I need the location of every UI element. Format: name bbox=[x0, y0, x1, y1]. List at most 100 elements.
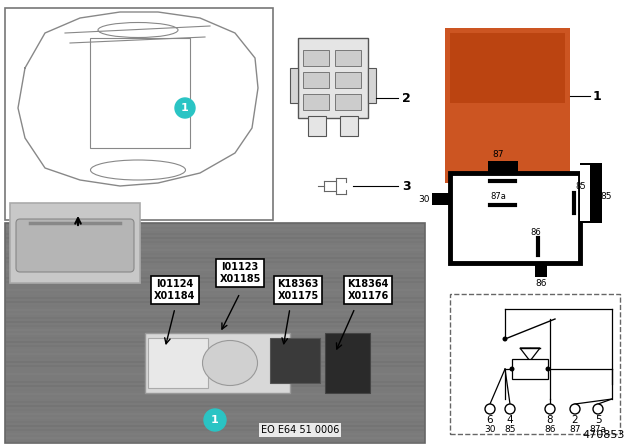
Bar bbox=[6, 305, 424, 307]
Bar bbox=[303, 72, 329, 88]
Circle shape bbox=[505, 404, 515, 414]
Bar bbox=[6, 233, 424, 235]
Bar bbox=[6, 357, 424, 359]
Bar bbox=[6, 353, 424, 355]
Bar bbox=[6, 225, 424, 227]
Bar bbox=[6, 261, 424, 263]
Ellipse shape bbox=[202, 340, 257, 385]
Bar bbox=[6, 249, 424, 251]
Bar bbox=[6, 325, 424, 327]
Bar bbox=[6, 269, 424, 271]
Text: K18364
X01176: K18364 X01176 bbox=[348, 279, 388, 301]
Text: 4: 4 bbox=[507, 415, 513, 425]
Bar bbox=[6, 393, 424, 395]
Bar bbox=[335, 72, 361, 88]
Bar bbox=[6, 381, 424, 383]
Bar bbox=[6, 245, 424, 247]
Bar bbox=[290, 68, 298, 103]
Text: 1: 1 bbox=[181, 103, 189, 113]
Circle shape bbox=[204, 409, 226, 431]
Text: 2: 2 bbox=[402, 91, 411, 104]
Bar bbox=[6, 401, 424, 403]
Bar bbox=[6, 405, 424, 407]
Text: I01123
X01185: I01123 X01185 bbox=[220, 262, 260, 284]
Bar bbox=[6, 265, 424, 267]
Text: 85: 85 bbox=[600, 191, 611, 201]
Bar bbox=[6, 285, 424, 287]
Text: 86: 86 bbox=[535, 279, 547, 288]
Circle shape bbox=[570, 404, 580, 414]
Bar bbox=[335, 50, 361, 66]
Bar bbox=[6, 309, 424, 311]
Polygon shape bbox=[520, 348, 540, 361]
Bar bbox=[5, 8, 273, 220]
Bar bbox=[6, 433, 424, 435]
Bar bbox=[340, 116, 358, 136]
Text: 86: 86 bbox=[530, 228, 541, 237]
Bar bbox=[450, 173, 580, 263]
Circle shape bbox=[545, 366, 550, 371]
Bar bbox=[6, 373, 424, 375]
Bar bbox=[6, 417, 424, 419]
Bar bbox=[6, 277, 424, 279]
Text: 1: 1 bbox=[593, 90, 602, 103]
Text: EO E64 51 0006: EO E64 51 0006 bbox=[261, 425, 339, 435]
Bar bbox=[450, 294, 620, 434]
Bar bbox=[6, 337, 424, 339]
Bar bbox=[368, 68, 376, 103]
Bar bbox=[6, 333, 424, 335]
Bar bbox=[148, 338, 208, 388]
Circle shape bbox=[545, 404, 555, 414]
Bar bbox=[6, 317, 424, 319]
Bar bbox=[6, 441, 424, 443]
Text: 87: 87 bbox=[569, 425, 580, 434]
Text: 87: 87 bbox=[497, 168, 508, 177]
Bar bbox=[6, 341, 424, 343]
Bar bbox=[463, 181, 472, 205]
Bar bbox=[303, 50, 329, 66]
Bar bbox=[6, 437, 424, 439]
Bar bbox=[6, 421, 424, 423]
Bar bbox=[298, 38, 368, 118]
Circle shape bbox=[509, 366, 515, 371]
Bar bbox=[538, 181, 547, 205]
Bar bbox=[145, 333, 290, 393]
Bar bbox=[5, 223, 425, 443]
Bar bbox=[6, 313, 424, 315]
Bar bbox=[6, 253, 424, 255]
Bar bbox=[90, 38, 190, 148]
Bar bbox=[6, 257, 424, 259]
Text: 8: 8 bbox=[547, 415, 554, 425]
Text: 86: 86 bbox=[544, 425, 556, 434]
FancyBboxPatch shape bbox=[16, 219, 134, 272]
Bar bbox=[6, 349, 424, 351]
Bar bbox=[523, 181, 532, 205]
Bar bbox=[488, 161, 518, 173]
Text: 3: 3 bbox=[402, 180, 411, 193]
Bar bbox=[6, 229, 424, 231]
Bar bbox=[6, 369, 424, 371]
Text: K18363
X01175: K18363 X01175 bbox=[277, 279, 319, 301]
Bar bbox=[432, 193, 450, 205]
Bar bbox=[335, 94, 361, 110]
Bar bbox=[6, 385, 424, 387]
Bar bbox=[493, 181, 502, 205]
Bar bbox=[445, 28, 570, 183]
Bar bbox=[508, 181, 517, 205]
Text: 30: 30 bbox=[484, 425, 496, 434]
Bar bbox=[6, 237, 424, 239]
Text: 87a: 87a bbox=[490, 192, 506, 201]
Bar bbox=[450, 33, 565, 103]
Bar bbox=[6, 289, 424, 291]
Bar bbox=[325, 333, 370, 393]
Bar bbox=[580, 163, 602, 223]
Bar bbox=[535, 263, 547, 277]
Bar bbox=[580, 165, 590, 221]
Circle shape bbox=[485, 404, 495, 414]
Circle shape bbox=[593, 404, 603, 414]
Bar bbox=[10, 203, 140, 283]
Bar bbox=[580, 191, 598, 201]
Bar bbox=[6, 301, 424, 303]
Bar bbox=[6, 397, 424, 399]
Text: I01124
X01184: I01124 X01184 bbox=[154, 279, 196, 301]
